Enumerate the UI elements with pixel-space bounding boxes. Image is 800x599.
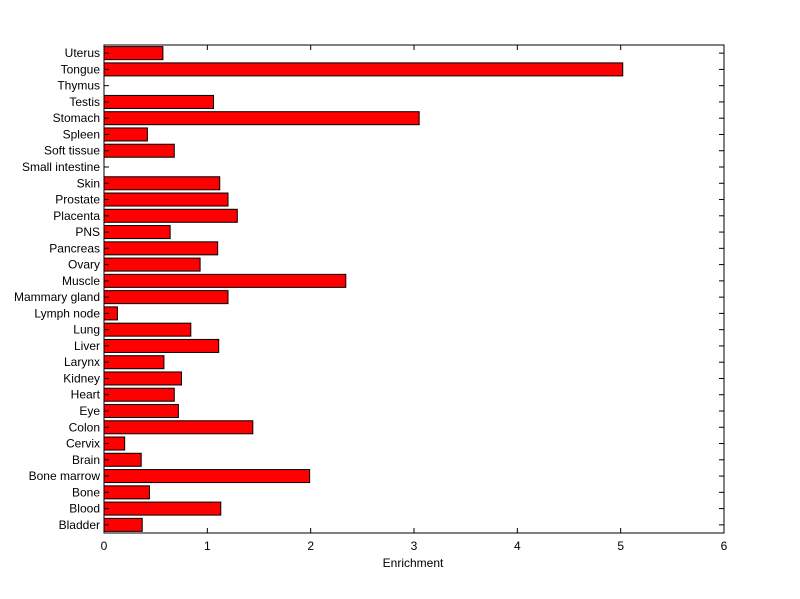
x-tick-label: 1 bbox=[204, 539, 211, 553]
bar-soft-tissue bbox=[103, 143, 175, 158]
category-label-colon: Colon bbox=[69, 420, 100, 434]
category-label-tongue: Tongue bbox=[61, 62, 101, 76]
category-label-pancreas: Pancreas bbox=[49, 241, 100, 255]
category-label-brain: Brain bbox=[72, 453, 100, 467]
bar-prostate bbox=[103, 192, 229, 207]
bar-mammary-gland bbox=[103, 290, 229, 305]
plot-frame bbox=[103, 44, 725, 534]
category-label-spleen: Spleen bbox=[63, 127, 100, 141]
bar-bladder bbox=[103, 517, 143, 532]
category-label-blood: Blood bbox=[69, 502, 100, 516]
category-label-mammary-gland: Mammary gland bbox=[14, 290, 100, 304]
bar-testis bbox=[103, 94, 215, 109]
category-label-cervix: Cervix bbox=[66, 437, 100, 451]
x-tick-label: 0 bbox=[101, 539, 108, 553]
x-tick-label: 4 bbox=[514, 539, 521, 553]
x-tick-label: 6 bbox=[721, 539, 728, 553]
bar-liver bbox=[103, 338, 220, 353]
bar-spleen bbox=[103, 127, 148, 142]
category-label-bladder: Bladder bbox=[59, 518, 100, 532]
category-label-eye: Eye bbox=[79, 404, 100, 418]
category-label-kidney: Kidney bbox=[63, 371, 100, 385]
bar-ovary bbox=[103, 257, 201, 272]
bar-bone-marrow bbox=[103, 469, 311, 484]
x-axis-title: Enrichment bbox=[383, 556, 444, 570]
bar-skin bbox=[103, 176, 221, 191]
bar-kidney bbox=[103, 371, 182, 386]
category-label-small-intestine: Small intestine bbox=[22, 160, 100, 174]
category-label-bone: Bone bbox=[72, 485, 100, 499]
bar-eye bbox=[103, 403, 179, 418]
bar-heart bbox=[103, 387, 175, 402]
category-label-larynx: Larynx bbox=[64, 355, 100, 369]
category-label-bone-marrow: Bone marrow bbox=[29, 469, 101, 483]
category-label-uterus: Uterus bbox=[65, 46, 100, 60]
bar-lung bbox=[103, 322, 192, 337]
category-label-thymus: Thymus bbox=[57, 79, 100, 93]
category-label-testis: Testis bbox=[69, 95, 100, 109]
plot-area bbox=[104, 45, 724, 533]
bar-muscle bbox=[103, 273, 347, 288]
category-labels: Uterus Tongue Thymus Testis Stomach Spleen Sof… bbox=[14, 46, 101, 532]
category-label-skin: Skin bbox=[77, 176, 100, 190]
bar-larynx bbox=[103, 355, 165, 370]
category-label-liver: Liver bbox=[74, 339, 100, 353]
category-label-soft-tissue: Soft tissue bbox=[44, 144, 100, 158]
bar-pns bbox=[103, 225, 171, 240]
bar-bone bbox=[103, 485, 150, 500]
bar-uterus bbox=[103, 46, 164, 61]
category-label-prostate: Prostate bbox=[55, 193, 100, 207]
bar-colon bbox=[103, 420, 254, 435]
bar-brain bbox=[103, 452, 142, 467]
category-label-pns: PNS bbox=[75, 225, 100, 239]
category-label-lung: Lung bbox=[73, 323, 100, 337]
category-label-lymph-node: Lymph node bbox=[34, 306, 100, 320]
category-label-ovary: Ovary bbox=[68, 258, 100, 272]
bar-blood bbox=[103, 501, 222, 516]
category-label-muscle: Muscle bbox=[62, 274, 100, 288]
bar-placenta bbox=[103, 208, 238, 223]
category-label-placenta: Placenta bbox=[53, 209, 100, 223]
bar-stomach bbox=[103, 111, 420, 126]
category-label-heart: Heart bbox=[71, 388, 101, 402]
x-tick-label: 5 bbox=[617, 539, 624, 553]
bar-tongue bbox=[103, 62, 624, 77]
bar-pancreas bbox=[103, 241, 219, 256]
x-tick-label: 2 bbox=[307, 539, 314, 553]
category-label-stomach: Stomach bbox=[53, 111, 100, 125]
x-tick-label: 3 bbox=[411, 539, 418, 553]
x-tick-labels: 0 1 2 3 4 5 6 bbox=[101, 539, 728, 553]
